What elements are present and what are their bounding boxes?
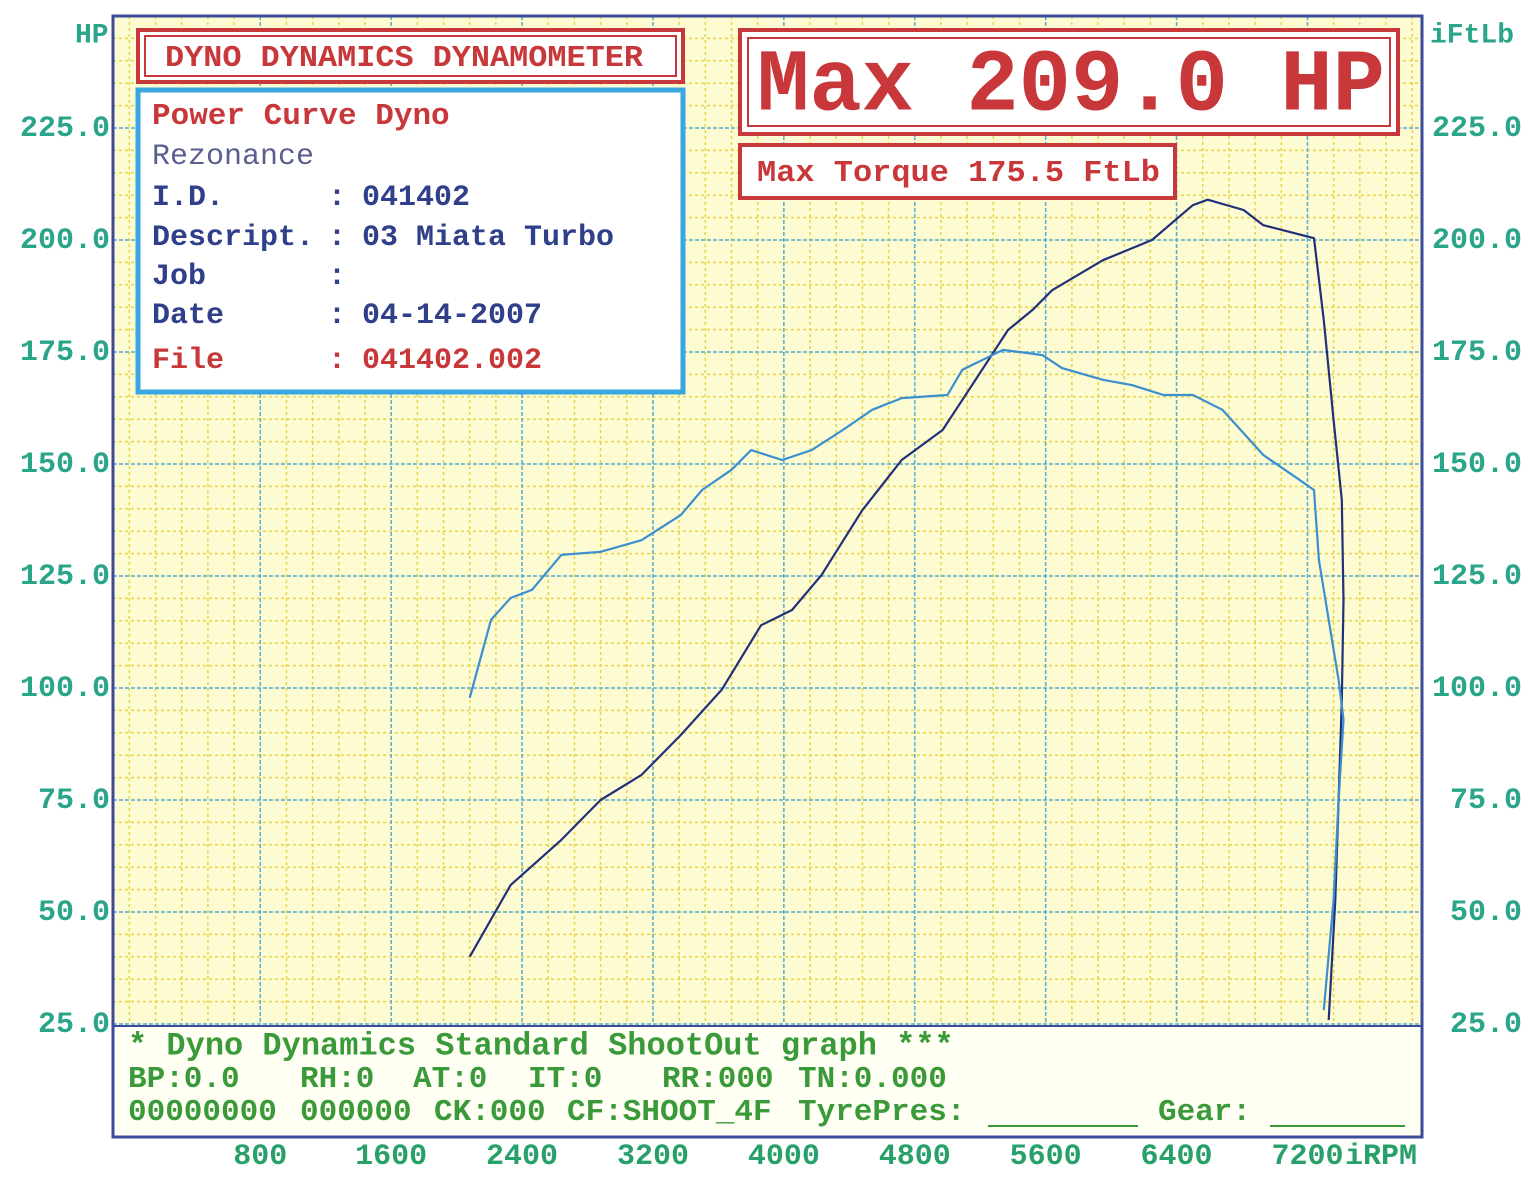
- y2-tick-label: 50.0: [1450, 896, 1522, 930]
- info-label: Date: [152, 299, 224, 333]
- info-label: Descript.: [152, 221, 314, 255]
- title-box-inner: [144, 35, 677, 77]
- curves: [468, 198, 1345, 1021]
- x-tick-label: 5600: [1010, 1140, 1082, 1174]
- info-box: [135, 87, 686, 395]
- y-tick-label: 25.0: [38, 1008, 110, 1042]
- footer-item: 000000: [300, 1095, 412, 1130]
- info-separator: :: [328, 344, 346, 378]
- footer-item: 00000000: [128, 1095, 277, 1130]
- x-tick-label: 4000: [748, 1140, 820, 1174]
- footer-item: Gear:: [1158, 1095, 1251, 1130]
- title-box: [136, 28, 685, 84]
- y2-tick-label: 150.0: [1432, 448, 1522, 482]
- footer-item: BP:0.0: [128, 1062, 240, 1097]
- grid: [113, 15, 1422, 1025]
- x-tick-label: 3200: [617, 1140, 689, 1174]
- footer-item: RH:0: [300, 1062, 374, 1097]
- y-tick-label: 225.0: [20, 112, 110, 146]
- max-power-box-inner: [747, 37, 1391, 127]
- footer-rows: BP:0.0 RH:0 AT:0 IT:0 RR:000 TN:0.00000000000…: [128, 1062, 1251, 1130]
- info-title: Power Curve Dyno: [152, 99, 450, 134]
- x-tick-label: 6400: [1141, 1140, 1213, 1174]
- y2-tick-label: 75.0: [1450, 784, 1522, 818]
- info-separator: :: [328, 221, 346, 255]
- y-tick-label: 150.0: [20, 448, 110, 482]
- y2-tick-label: 225.0: [1432, 112, 1522, 146]
- footer-item: TN:0.000: [798, 1062, 947, 1097]
- info-value: 041402.002: [362, 344, 542, 378]
- y-tick-label: 75.0: [38, 784, 110, 818]
- y2-tick-label: 125.0: [1432, 560, 1522, 594]
- y2-tick-label: 100.0: [1432, 672, 1522, 706]
- max-power: Max 209.0 HP: [757, 37, 1385, 136]
- chart-title: DYNO DYNAMICS DYNAMOMETER: [165, 41, 643, 76]
- y2-tick-label: 200.0: [1432, 224, 1522, 258]
- y-tick-label: 200.0: [20, 224, 110, 258]
- y2-axis-label: iFtLb: [1430, 20, 1514, 51]
- info-separator: :: [328, 260, 346, 294]
- footer-item: IT:0: [528, 1062, 602, 1097]
- footer-item: CF:SHOOT_4F: [567, 1095, 772, 1130]
- series-line: [468, 198, 1345, 1021]
- y-axis-label: HP: [75, 20, 109, 51]
- y-tick-label: 125.0: [20, 560, 110, 594]
- footer-item: AT:0: [413, 1062, 487, 1097]
- x-tick-label: 4800: [879, 1140, 951, 1174]
- y-tick-label: 100.0: [20, 672, 110, 706]
- x-tick-label: 800: [233, 1140, 287, 1174]
- footer-background: [113, 1026, 1422, 1137]
- footer-item: TyrePres:: [798, 1095, 965, 1130]
- x-axis-label: iRPM: [1345, 1140, 1417, 1174]
- max-torque: Max Torque 175.5 FtLb: [757, 156, 1160, 191]
- y2-tick-label: 25.0: [1450, 1008, 1522, 1042]
- x-tick-label: 2400: [486, 1140, 558, 1174]
- footer-heading: * Dyno Dynamics Standard ShootOut graph …: [128, 1027, 954, 1064]
- y-tick-label: 175.0: [20, 336, 110, 370]
- max-torque-box: [738, 143, 1177, 200]
- info-label: File: [152, 344, 224, 378]
- info-value: 03 Miata Turbo: [362, 221, 614, 255]
- info-separator: :: [328, 299, 346, 333]
- y2-tick-label: 175.0: [1432, 336, 1522, 370]
- info-value: 041402: [362, 181, 470, 215]
- x-tick-label: 1600: [355, 1140, 427, 1174]
- info-label: Job: [152, 260, 206, 294]
- series-line: [468, 348, 1345, 1011]
- info-operator: Rezonance: [152, 140, 314, 174]
- info-value: 04-14-2007: [362, 299, 542, 333]
- info-separator: :: [328, 181, 346, 215]
- x-tick-label: 7200: [1271, 1140, 1343, 1174]
- footer-item: CK:000: [434, 1095, 546, 1130]
- footer-item: RR:000: [662, 1062, 774, 1097]
- frame: [111, 14, 1424, 1139]
- max-power-box: [738, 28, 1400, 136]
- info-label: I.D.: [152, 181, 224, 215]
- y-tick-label: 50.0: [38, 896, 110, 930]
